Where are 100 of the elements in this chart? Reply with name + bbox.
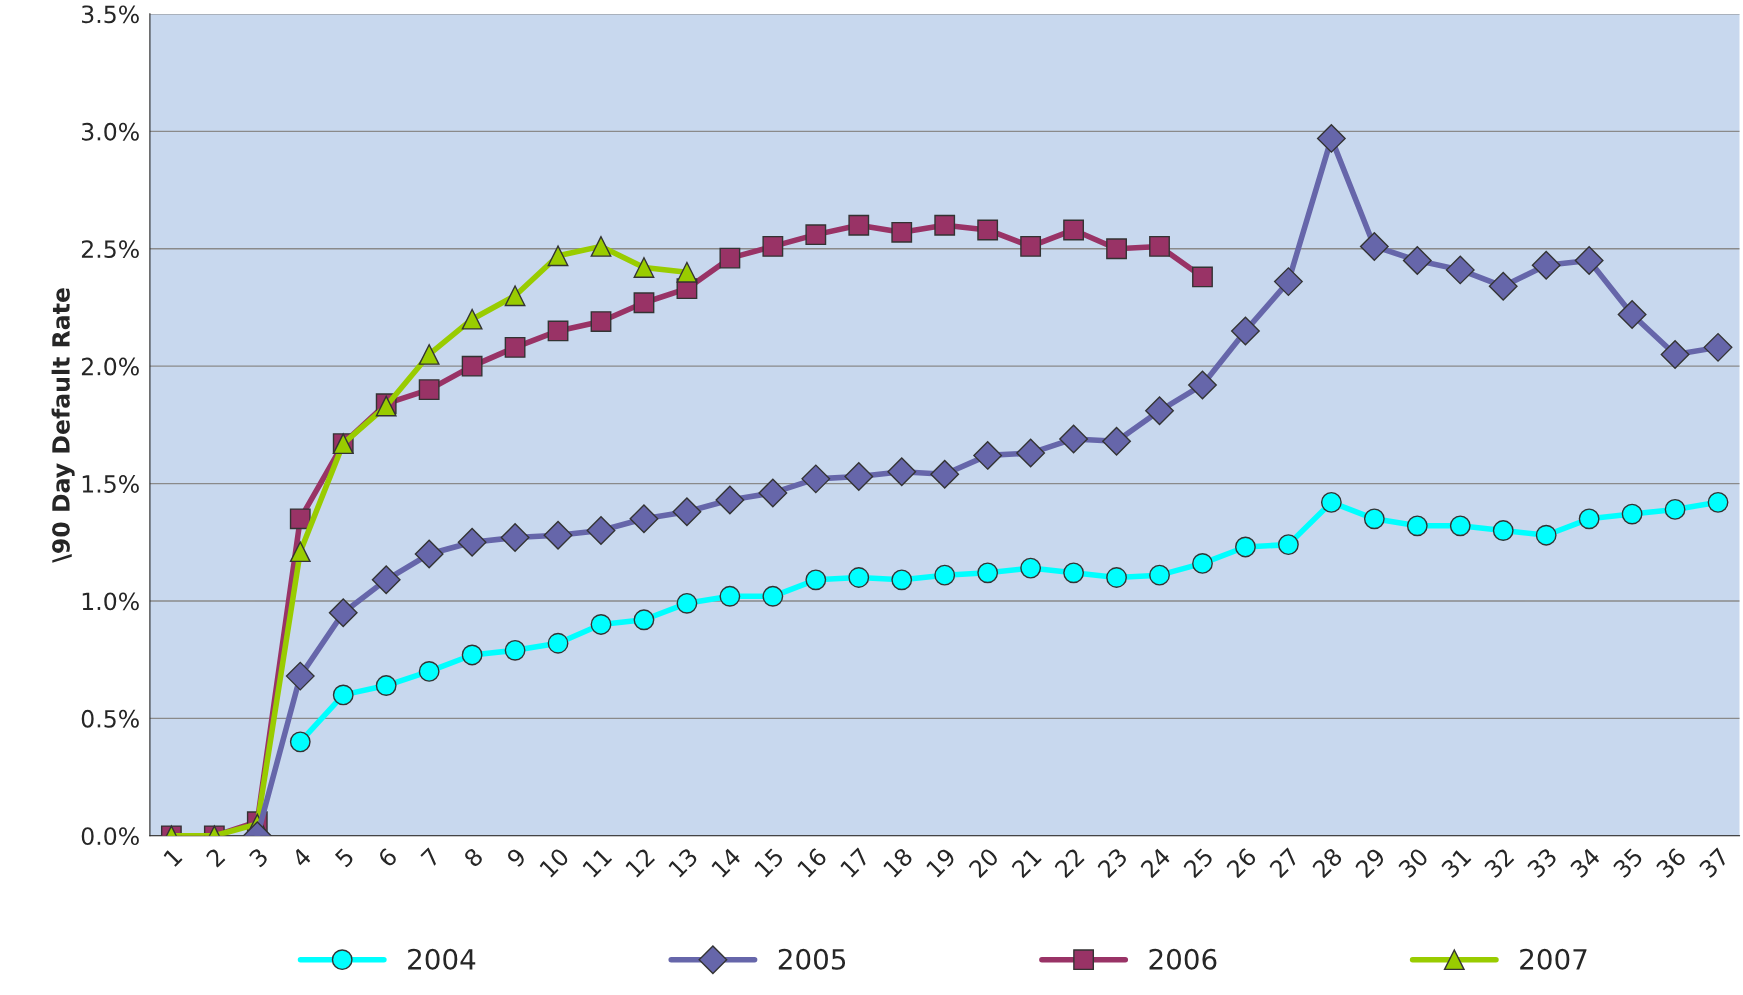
point bbox=[414, 539, 444, 569]
point bbox=[418, 661, 440, 682]
point bbox=[758, 478, 788, 508]
point bbox=[719, 585, 741, 607]
x-tick-label: 3 bbox=[248, 847, 269, 868]
x-tick-label: 36 bbox=[1655, 846, 1687, 879]
point bbox=[1192, 266, 1213, 288]
point bbox=[328, 598, 358, 628]
point bbox=[547, 245, 569, 267]
point bbox=[1621, 503, 1643, 525]
y-tick-label: 0.0% bbox=[81, 827, 139, 846]
point bbox=[1320, 491, 1342, 513]
point bbox=[672, 497, 702, 527]
point bbox=[1578, 508, 1600, 530]
legend-label: 2007 bbox=[1520, 948, 1587, 970]
point bbox=[1059, 424, 1089, 454]
x-tick-label: 11 bbox=[582, 847, 613, 878]
point bbox=[1192, 552, 1213, 574]
point bbox=[930, 459, 960, 489]
y-tick-label: 1.5% bbox=[82, 475, 139, 493]
x-tick-label: 29 bbox=[1354, 846, 1387, 879]
point bbox=[590, 311, 612, 332]
point bbox=[977, 219, 999, 241]
point bbox=[1406, 515, 1428, 537]
point bbox=[547, 320, 569, 342]
point bbox=[1106, 238, 1127, 260]
point bbox=[1402, 246, 1432, 275]
y-tick-label: 2.0% bbox=[81, 357, 139, 376]
legend-label: 2005 bbox=[778, 948, 846, 970]
point bbox=[934, 564, 956, 586]
point bbox=[375, 675, 397, 696]
point bbox=[332, 684, 354, 706]
x-tick-label: 25 bbox=[1182, 847, 1214, 879]
point bbox=[891, 569, 913, 591]
x-tick-label: 9 bbox=[505, 846, 527, 869]
point bbox=[289, 541, 311, 563]
point bbox=[461, 644, 483, 666]
point bbox=[887, 457, 917, 487]
point bbox=[1363, 508, 1385, 530]
x-tick-label: 21 bbox=[1010, 847, 1042, 879]
point bbox=[762, 585, 784, 607]
point bbox=[371, 565, 401, 595]
x-tick-label: 1 bbox=[163, 847, 183, 867]
y-tick-label: 3.5% bbox=[81, 5, 139, 24]
point bbox=[1664, 498, 1686, 520]
point bbox=[1492, 520, 1514, 541]
x-tick-label: 12 bbox=[624, 847, 655, 878]
point bbox=[1359, 231, 1389, 261]
y-tick-label: 1.0% bbox=[82, 592, 139, 611]
x-tick-label: 20 bbox=[967, 846, 1000, 879]
point bbox=[633, 292, 655, 314]
point bbox=[418, 379, 440, 401]
x-tick-label: 24 bbox=[1139, 846, 1172, 879]
point bbox=[504, 285, 526, 307]
x-tick-label: 34 bbox=[1569, 846, 1602, 879]
point bbox=[590, 614, 612, 635]
point bbox=[1235, 536, 1256, 558]
x-tick-label: 10 bbox=[538, 846, 570, 878]
point bbox=[629, 504, 659, 534]
point bbox=[418, 344, 440, 365]
point bbox=[1531, 250, 1561, 280]
point bbox=[1020, 557, 1042, 579]
x-tick-label: 22 bbox=[1053, 847, 1085, 879]
point bbox=[586, 516, 616, 545]
point bbox=[1231, 316, 1260, 346]
point bbox=[1277, 534, 1299, 556]
point bbox=[715, 485, 745, 515]
point bbox=[719, 247, 741, 269]
point bbox=[1449, 515, 1471, 537]
point bbox=[891, 221, 913, 243]
point bbox=[844, 462, 874, 491]
x-tick-label: 6 bbox=[377, 846, 399, 868]
x-tick-label: 28 bbox=[1311, 846, 1344, 879]
point bbox=[289, 731, 311, 753]
point bbox=[1617, 300, 1647, 329]
point bbox=[848, 567, 870, 588]
y-axis-title: \90 Day Default Rate bbox=[51, 288, 75, 563]
point bbox=[1660, 339, 1690, 369]
x-tick-label: 2 bbox=[205, 847, 226, 868]
point bbox=[1063, 219, 1085, 241]
point bbox=[543, 520, 573, 550]
x-tick-label: 7 bbox=[420, 847, 441, 868]
point bbox=[1273, 267, 1303, 297]
point bbox=[1316, 123, 1346, 153]
x-tick-label: 16 bbox=[796, 846, 828, 878]
point bbox=[1488, 271, 1518, 301]
x-tick-label: 30 bbox=[1397, 846, 1430, 879]
point bbox=[1020, 235, 1042, 257]
point bbox=[801, 464, 831, 494]
point bbox=[1016, 438, 1046, 468]
point bbox=[633, 257, 655, 278]
y-tick-label: 3.0% bbox=[81, 122, 139, 141]
point bbox=[762, 235, 784, 257]
x-tick-label: 37 bbox=[1698, 847, 1730, 879]
x-tick-label: 5 bbox=[334, 847, 355, 868]
point bbox=[1707, 491, 1729, 513]
point bbox=[1535, 524, 1557, 546]
point bbox=[590, 235, 612, 257]
x-tick-label: 15 bbox=[753, 847, 785, 878]
y-tick-label: 2.5% bbox=[81, 240, 139, 259]
